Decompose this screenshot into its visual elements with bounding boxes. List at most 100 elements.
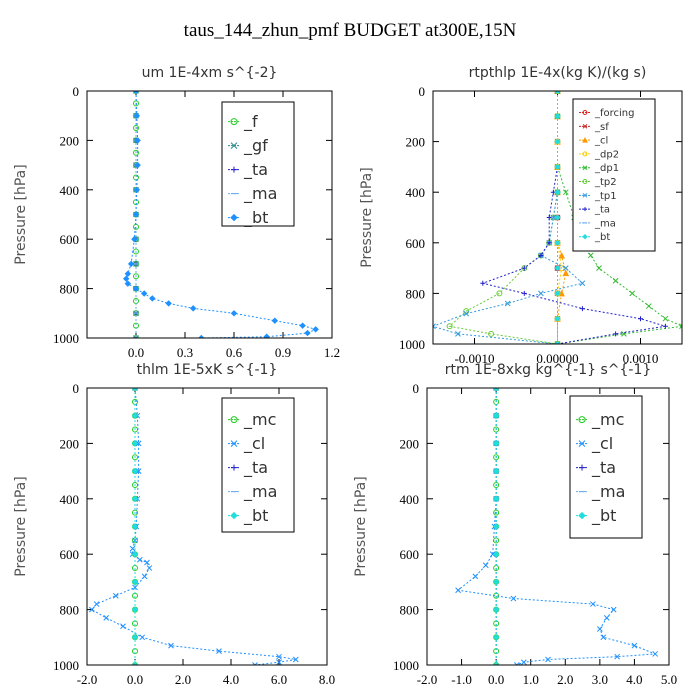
data-point: [230, 310, 238, 317]
data-point: [433, 323, 436, 330]
data-point: [645, 303, 652, 309]
y-tick-label: 200: [400, 436, 420, 451]
plot-area: [122, 91, 319, 338]
series-line: [557, 91, 567, 344]
data-point: [579, 306, 585, 312]
data-point: [554, 341, 561, 344]
data-point: [554, 239, 561, 247]
plot-frame: [432, 90, 683, 345]
data-point: [492, 467, 500, 475]
plot-area: [455, 388, 659, 665]
data-point: [521, 265, 527, 271]
y-tick-label: 800: [400, 603, 420, 618]
x-tick-label: 3.0: [592, 672, 608, 687]
plot-area: [433, 91, 682, 344]
panel-title: rtpthlp 1E-4x(kg K)/(kg s): [469, 65, 647, 81]
data-point: [312, 326, 319, 333]
data-point: [131, 550, 139, 558]
legend: _mc _cl _ta _ma _bt: [569, 395, 643, 539]
legend-marker: [578, 440, 586, 447]
data-point: [131, 440, 139, 447]
data-point: [492, 606, 500, 613]
data-point: [492, 388, 500, 392]
data-point: [492, 495, 500, 503]
data-point: [446, 323, 453, 330]
x-tick-label: -2.0: [77, 672, 98, 687]
series-line: [557, 91, 682, 344]
data-point: [132, 584, 138, 591]
legend: _f _gf _ta _ma _bt: [221, 101, 295, 228]
data-point: [554, 113, 561, 120]
x-tick-label: 0.0: [128, 345, 144, 360]
data-point: [597, 626, 603, 632]
y-tick-label: 400: [60, 492, 80, 507]
data-point: [131, 388, 139, 392]
data-point: [139, 634, 146, 641]
panels: um 1E-4xm s^{-2} Pressure [hPa] 0.0 0.3 0.6 0…: [13, 65, 683, 687]
data-point: [198, 334, 205, 338]
legend-marker: [578, 511, 586, 520]
data-point: [590, 601, 596, 607]
plot-frame: [86, 90, 333, 339]
data-point: [521, 290, 527, 296]
legend-label: _ma: [594, 218, 616, 229]
legend-label: _bt: [591, 506, 616, 526]
data-point: [492, 661, 500, 665]
data-point: [131, 523, 139, 530]
data-point: [168, 642, 174, 649]
legend-marker: [230, 118, 238, 126]
legend-marker: [231, 166, 237, 173]
x-tick-label: 0.3: [177, 345, 193, 360]
legend-label: _bt: [243, 506, 268, 526]
y-tick-label: 0: [73, 84, 80, 99]
data-point: [455, 587, 461, 594]
data-point: [538, 252, 544, 258]
y-tick-label: 600: [406, 236, 426, 251]
data-point: [600, 634, 607, 641]
data-point: [504, 300, 511, 307]
legend-label: _dp2: [594, 149, 619, 160]
data-point: [492, 550, 500, 558]
panel-title: um 1E-4xm s^{-2}: [142, 65, 278, 81]
series-bt: [492, 388, 500, 665]
x-tick-label: 0.9: [275, 345, 291, 360]
y-tick-label: 0: [73, 381, 80, 396]
data-point: [489, 551, 496, 558]
y-axis-label: Pressure [hPa]: [359, 167, 375, 267]
data-point: [133, 91, 139, 94]
data-point: [510, 595, 517, 602]
plot-frame: [86, 387, 328, 666]
data-point: [88, 606, 95, 613]
data-point: [134, 137, 141, 144]
legend-marker: [582, 192, 588, 198]
series-bt: [131, 388, 139, 665]
legend-label: _ta: [243, 458, 268, 478]
data-point: [554, 290, 561, 297]
data-point: [131, 235, 138, 243]
data-point: [662, 315, 669, 322]
data-point: [103, 615, 110, 621]
y-tick-label: 0: [419, 84, 426, 99]
legend-label: _cl: [591, 434, 613, 454]
data-point: [131, 578, 139, 586]
legend-label: _ma: [591, 482, 625, 502]
data-point: [545, 656, 551, 663]
data-point: [133, 186, 141, 194]
data-point: [131, 634, 139, 641]
data-point: [141, 573, 148, 580]
series-bt: [554, 91, 561, 344]
legend-label: _ta: [594, 205, 610, 216]
data-point: [133, 335, 139, 338]
legend-label: _sf: [594, 122, 609, 133]
x-tick-label: 0.0: [488, 672, 504, 687]
legend-label: _dp1: [594, 163, 619, 174]
y-axis-label: Pressure [hPa]: [353, 476, 369, 576]
legend-marker: [582, 110, 588, 116]
y-tick-label: 600: [60, 547, 80, 562]
data-point: [493, 481, 500, 488]
data-point: [149, 295, 156, 302]
data-point: [252, 662, 258, 665]
data-point: [496, 290, 503, 297]
data-point: [133, 125, 139, 132]
legend-marker: [583, 207, 587, 212]
